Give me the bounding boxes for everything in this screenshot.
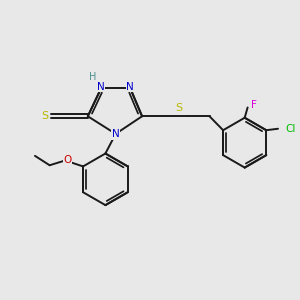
Text: S: S: [175, 103, 182, 113]
Text: F: F: [250, 100, 256, 110]
Text: S: S: [42, 111, 49, 121]
Text: H: H: [88, 72, 96, 82]
Text: N: N: [127, 82, 134, 92]
Text: N: N: [97, 82, 105, 92]
Text: Cl: Cl: [285, 124, 296, 134]
Text: N: N: [112, 130, 119, 140]
Text: O: O: [64, 155, 72, 165]
